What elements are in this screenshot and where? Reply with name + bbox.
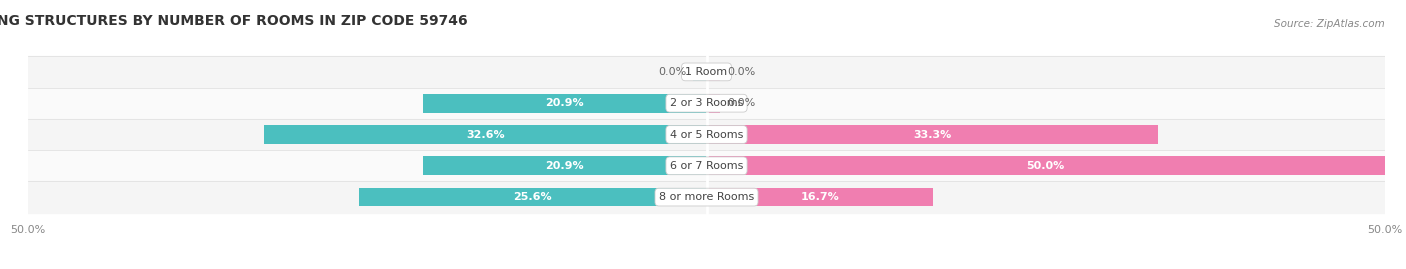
Text: 50.0%: 50.0% <box>1026 161 1064 171</box>
Bar <box>359 188 707 207</box>
Text: 2 or 3 Rooms: 2 or 3 Rooms <box>669 98 744 108</box>
Text: 6 or 7 Rooms: 6 or 7 Rooms <box>669 161 744 171</box>
Text: 25.6%: 25.6% <box>513 192 553 202</box>
Bar <box>693 62 707 81</box>
Text: 33.3%: 33.3% <box>914 129 952 140</box>
Text: Source: ZipAtlas.com: Source: ZipAtlas.com <box>1274 19 1385 29</box>
Text: HOUSING STRUCTURES BY NUMBER OF ROOMS IN ZIP CODE 59746: HOUSING STRUCTURES BY NUMBER OF ROOMS IN… <box>0 14 467 28</box>
Bar <box>28 119 1385 150</box>
Bar <box>707 156 1385 175</box>
Bar <box>28 182 1385 213</box>
Text: 0.0%: 0.0% <box>727 67 755 77</box>
Text: 4 or 5 Rooms: 4 or 5 Rooms <box>669 129 744 140</box>
Text: 20.9%: 20.9% <box>546 161 583 171</box>
Text: 20.9%: 20.9% <box>546 98 583 108</box>
Bar <box>28 150 1385 182</box>
Bar <box>707 125 1159 144</box>
Text: 1 Room: 1 Room <box>686 67 727 77</box>
Bar <box>423 94 707 113</box>
Bar <box>28 87 1385 119</box>
Text: 32.6%: 32.6% <box>465 129 505 140</box>
Text: 0.0%: 0.0% <box>727 98 755 108</box>
Bar <box>264 125 707 144</box>
Text: 16.7%: 16.7% <box>800 192 839 202</box>
Text: 0.0%: 0.0% <box>658 67 686 77</box>
Bar <box>707 94 720 113</box>
Bar <box>707 188 934 207</box>
Text: 8 or more Rooms: 8 or more Rooms <box>659 192 754 202</box>
Bar <box>423 156 707 175</box>
Bar <box>28 56 1385 87</box>
Bar <box>707 62 720 81</box>
